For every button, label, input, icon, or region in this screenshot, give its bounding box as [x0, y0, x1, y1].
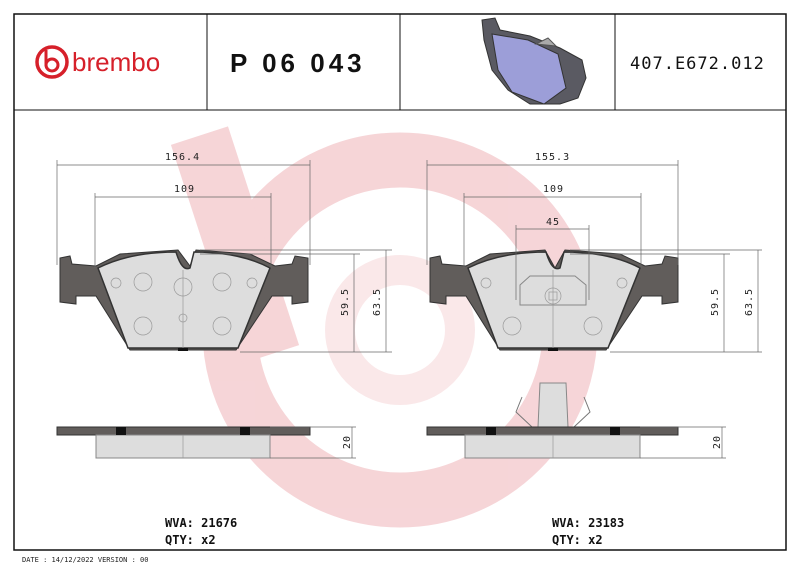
left-pad-front-view — [59, 249, 309, 351]
right-wva: WVA: 23183 — [552, 516, 624, 530]
reference-number: 407.E672.012 — [630, 54, 765, 74]
dim-width-overall: 155.3 — [535, 152, 570, 163]
left-pad-dimensions: 156.4 109 59.5 63.5 — [56, 152, 392, 353]
right-pad-dimensions: 155.3 109 45 59.5 63.5 — [426, 152, 762, 353]
dim-thickness: 20 — [712, 435, 723, 449]
left-pad-side-view: 20 — [56, 426, 356, 459]
left-qty: QTY: x2 — [165, 533, 216, 547]
brembo-logo: brembo — [35, 45, 160, 79]
dim-width-overall: 156.4 — [165, 152, 200, 163]
pad-preview-image — [481, 17, 587, 105]
right-pad-side-view: 20 — [426, 382, 726, 459]
dim-width-center: 45 — [546, 217, 560, 228]
dim-height-inner: 59.5 — [710, 288, 721, 316]
dim-width-inner: 109 — [174, 184, 195, 195]
dim-thickness: 20 — [342, 435, 353, 449]
dim-width-inner: 109 — [543, 184, 564, 195]
dim-height-overall: 63.5 — [372, 288, 383, 316]
dim-height-overall: 63.5 — [744, 288, 755, 316]
left-wva: WVA: 21676 — [165, 516, 237, 530]
part-number: P 06 043 — [230, 48, 366, 78]
brand-name: brembo — [72, 47, 160, 77]
right-pad-front-view — [429, 249, 679, 351]
dim-height-inner: 59.5 — [340, 288, 351, 316]
right-qty: QTY: x2 — [552, 533, 603, 547]
footer-date-version: DATE : 14/12/2022 VERSION : 00 — [22, 556, 148, 564]
